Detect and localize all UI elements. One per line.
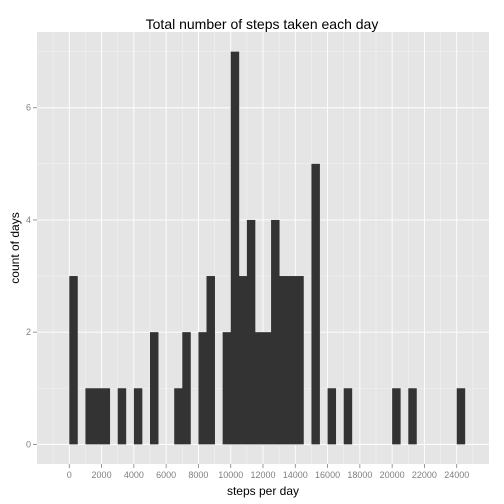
x-tick-label: 16000	[315, 470, 340, 480]
histogram-bar	[222, 332, 232, 445]
y-axis-title: count of days	[8, 212, 22, 283]
y-axis: 0 2 4 6	[26, 103, 37, 449]
histogram-bar	[230, 51, 240, 445]
x-tick-label: 10000	[218, 470, 243, 480]
histogram-bar	[327, 388, 337, 445]
histogram-bar	[238, 276, 248, 445]
histogram-bar	[117, 388, 127, 445]
y-tick-label: 2	[26, 327, 31, 337]
x-tick-label: 6000	[156, 470, 176, 480]
histogram-bar	[392, 388, 401, 445]
histogram-bar	[133, 388, 143, 445]
x-axis-title: steps per day	[227, 484, 299, 498]
histogram-bars	[69, 51, 466, 445]
histogram-bar	[206, 276, 215, 445]
histogram-bar	[69, 276, 78, 445]
histogram-bar	[85, 388, 94, 445]
histogram-bar	[93, 388, 102, 445]
x-tick-label: 8000	[188, 470, 208, 480]
x-tick-label: 12000	[250, 470, 275, 480]
x-tick-label: 4000	[124, 470, 144, 480]
histogram-bar	[287, 276, 296, 445]
histogram-bar	[182, 332, 191, 445]
histogram-bar	[174, 388, 183, 445]
histogram-bar	[254, 332, 264, 445]
histogram-bar	[271, 219, 280, 445]
y-tick-label: 4	[26, 215, 31, 225]
x-tick-label: 20000	[380, 470, 405, 480]
histogram-bar	[279, 276, 288, 445]
histogram-bar	[295, 276, 304, 445]
x-tick-label: 24000	[444, 470, 469, 480]
histogram-bar	[408, 388, 417, 445]
y-tick-label: 6	[26, 103, 31, 113]
x-tick-label: 0	[67, 470, 72, 480]
histogram-bar	[263, 332, 272, 445]
histogram-bar	[198, 332, 207, 445]
x-tick-label: 18000	[347, 470, 372, 480]
histogram-bar	[311, 163, 320, 445]
x-tick-label: 14000	[283, 470, 308, 480]
chart-title: Total number of steps taken each day	[146, 16, 379, 32]
x-tick-label: 2000	[92, 470, 112, 480]
x-tick-label: 22000	[412, 470, 437, 480]
histogram-bar	[456, 388, 466, 445]
y-tick-label: 0	[26, 439, 31, 449]
histogram-bar	[101, 388, 111, 445]
x-axis: 0 2000 4000 6000 8000 10000 12000 14000 16000 180…	[67, 464, 469, 480]
histogram-bar	[150, 332, 159, 445]
histogram-bar	[246, 219, 256, 445]
histogram-bar	[343, 388, 353, 445]
